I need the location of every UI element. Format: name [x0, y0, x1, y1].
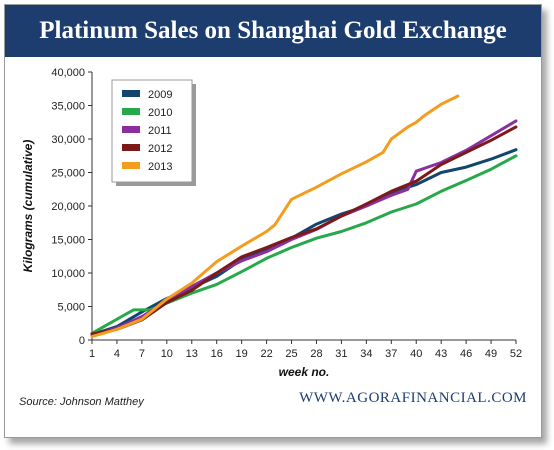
- legend-label-2011: 2011: [148, 125, 172, 137]
- y-tick-label: 0: [79, 335, 85, 347]
- source-note: Source: Johnson Matthey: [19, 396, 144, 408]
- legend-swatch-2013: [122, 162, 140, 169]
- x-tick-label: 43: [435, 348, 447, 360]
- series-line-2013: [90, 94, 460, 339]
- x-tick-label: 28: [310, 348, 322, 360]
- x-tick-label: 19: [236, 348, 248, 360]
- x-axis-label: week no.: [279, 365, 330, 379]
- x-tick-label: 34: [360, 348, 372, 360]
- x-tick-label: 10: [161, 348, 173, 360]
- x-tick-label: 49: [485, 348, 497, 360]
- series-line-2012: [90, 125, 518, 336]
- y-tick-label: 25,000: [51, 168, 85, 180]
- x-tick-label: 25: [285, 348, 297, 360]
- y-tick-label: 40,000: [51, 67, 85, 79]
- x-tick-label: 22: [260, 348, 272, 360]
- series-line-2010: [90, 154, 518, 335]
- legend-swatch-2010: [122, 108, 140, 115]
- y-axis-label: Kilograms (cumulative): [21, 140, 35, 273]
- y-tick-label: 5,000: [57, 302, 85, 314]
- x-tick-label: 52: [510, 348, 522, 360]
- x-tick-label: 13: [186, 348, 198, 360]
- chart-title: Platinum Sales on Shanghai Gold Exchange: [5, 5, 541, 57]
- x-tick-label: 46: [460, 348, 472, 360]
- x-tick-label: 37: [385, 348, 397, 360]
- legend-label-2012: 2012: [148, 143, 172, 155]
- legend-swatch-2011: [122, 126, 140, 133]
- legend-label-2013: 2013: [148, 161, 172, 173]
- y-tick-label: 20,000: [51, 201, 85, 213]
- legend-label-2010: 2010: [148, 107, 172, 119]
- x-tick-label: 31: [335, 348, 347, 360]
- y-tick-label: 30,000: [51, 134, 85, 146]
- x-tick-label: 40: [410, 348, 422, 360]
- legend-swatch-2012: [122, 144, 140, 151]
- brand-url: WWW.AGORAFINANCIAL.COM: [299, 390, 527, 406]
- y-tick-label: 35,000: [51, 101, 85, 113]
- x-tick-label: 1: [89, 348, 95, 360]
- y-tick-label: 15,000: [51, 235, 85, 247]
- y-tick-label: 10,000: [51, 268, 85, 280]
- legend-label-2009: 2009: [148, 89, 172, 101]
- legend-swatch-2009: [122, 90, 140, 97]
- x-tick-label: 16: [211, 348, 223, 360]
- x-tick-label: 7: [139, 348, 145, 360]
- x-tick-label: 4: [114, 348, 120, 360]
- chart-frame: Platinum Sales on Shanghai Gold Exchange…: [4, 4, 542, 438]
